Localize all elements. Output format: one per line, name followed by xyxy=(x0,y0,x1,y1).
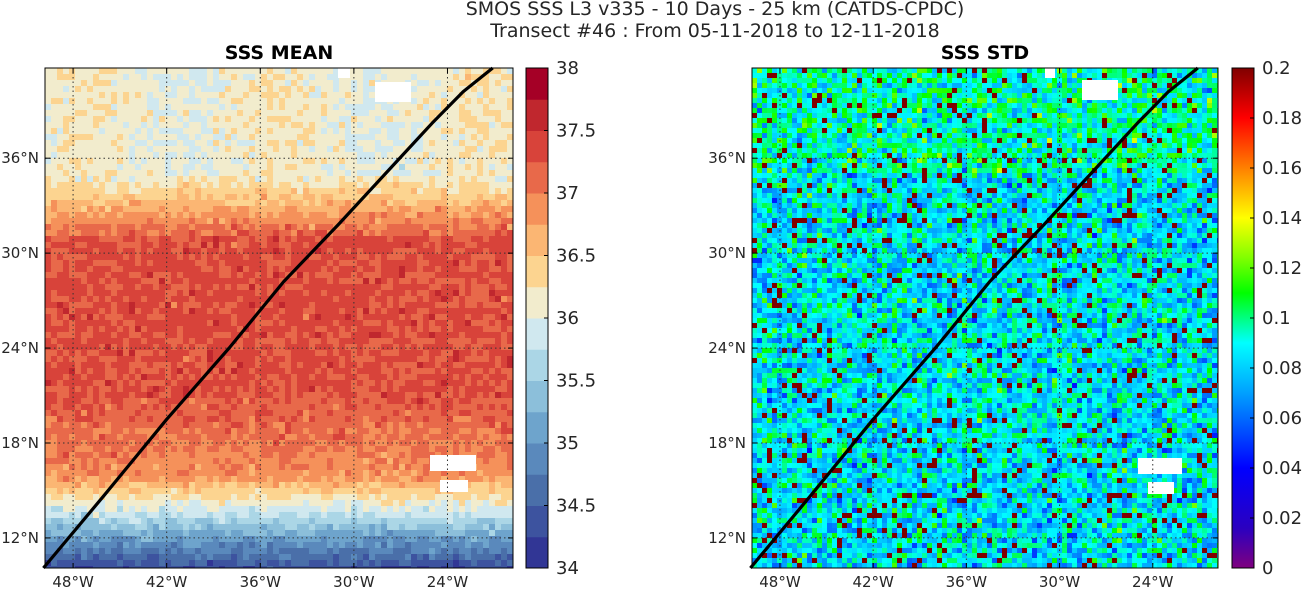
colorbar-tick-label: 0.04 xyxy=(1262,458,1302,479)
colorbar-tick-label: 34 xyxy=(556,558,579,579)
y-tick-label: 18°N xyxy=(708,434,746,452)
colorbar-tick-label: 0.2 xyxy=(1262,58,1291,79)
colorbar-tick-label: 0.02 xyxy=(1262,508,1302,529)
colorbar-tick-label: 0.12 xyxy=(1262,258,1302,279)
colorbar-tick-label: 36.5 xyxy=(556,246,596,267)
x-tick-label: 30°W xyxy=(1039,573,1081,591)
y-tick-label: 30°N xyxy=(708,244,746,262)
x-tick-label: 48°W xyxy=(759,573,801,591)
colorbar-tick-label: 0.06 xyxy=(1262,408,1302,429)
colorbar-tick-label: 0.1 xyxy=(1262,308,1291,329)
x-tick-label: 30°W xyxy=(333,573,375,591)
colorbar-tick-label: 0.16 xyxy=(1262,158,1302,179)
transect-line xyxy=(42,66,494,570)
colorbar-tick-label: 38 xyxy=(556,58,579,79)
colorbar-tick-label: 0.08 xyxy=(1262,358,1302,379)
panel-title: SSS MEAN xyxy=(225,42,333,64)
colorbar-tick-label: 37 xyxy=(556,183,579,204)
y-tick-label: 18°N xyxy=(1,434,39,452)
axes-frame xyxy=(751,67,1219,569)
transect-line xyxy=(749,66,1199,570)
heatmap-field xyxy=(752,68,1219,569)
y-tick-label: 24°N xyxy=(1,339,39,357)
colorbar-tick-label: 0 xyxy=(1262,558,1273,579)
y-tick-label: 30°N xyxy=(1,244,39,262)
colorbar-tick-label: 34.5 xyxy=(556,496,596,517)
axes-frame xyxy=(44,67,514,569)
figure-title-line-2: Transect #46 : From 05-11-2018 to 12-11-… xyxy=(490,20,940,42)
colorbar: 34 34.5 35 35.5 36 36.5 37 37.5 38 xyxy=(525,58,596,579)
x-tick-label: 48°W xyxy=(52,573,94,591)
x-tick-label: 42°W xyxy=(146,573,188,591)
grid-lines xyxy=(752,68,1218,568)
y-tick-label: 36°N xyxy=(708,149,746,167)
y-tick-label: 24°N xyxy=(708,339,746,357)
x-tick-label: 24°W xyxy=(427,573,469,591)
sss-mean-panel: 48°W 42°W 36°W 30°W 24°W 12°N 18°N 24°N 30°N 36°N… xyxy=(1,42,596,591)
x-tick-label: 42°W xyxy=(852,573,894,591)
x-tick-label: 24°W xyxy=(1132,573,1174,591)
heatmap-field xyxy=(45,68,514,569)
colorbar-tick-label: 36 xyxy=(556,308,579,329)
x-tick-label: 36°W xyxy=(946,573,988,591)
figure-title-line-1: SMOS SSS L3 v335 - 10 Days - 25 km (CATD… xyxy=(465,0,965,20)
x-tick-label: 36°W xyxy=(240,573,282,591)
colorbar-tick-label: 37.5 xyxy=(556,121,596,142)
colorbar-tick-label: 35.5 xyxy=(556,371,596,392)
colorbar-tick-label: 0.14 xyxy=(1262,208,1302,229)
y-tick-label: 36°N xyxy=(1,149,39,167)
sss-std-panel: 48°W 42°W 36°W 30°W 24°W 12°N 18°N 24°N 30°N 36°N… xyxy=(708,42,1302,591)
colorbar: 0 0.02 0.04 0.06 0.08 0.1 0.12 0.14 0.16 0.18 0.2 xyxy=(1231,58,1302,579)
colorbar-tick-label: 35 xyxy=(556,433,579,454)
colorbar-tick-label: 0.18 xyxy=(1262,108,1302,129)
panel-title: SSS STD xyxy=(941,42,1029,64)
grid-lines xyxy=(45,68,513,568)
y-tick-label: 12°N xyxy=(708,529,746,547)
y-tick-label: 12°N xyxy=(1,529,39,547)
